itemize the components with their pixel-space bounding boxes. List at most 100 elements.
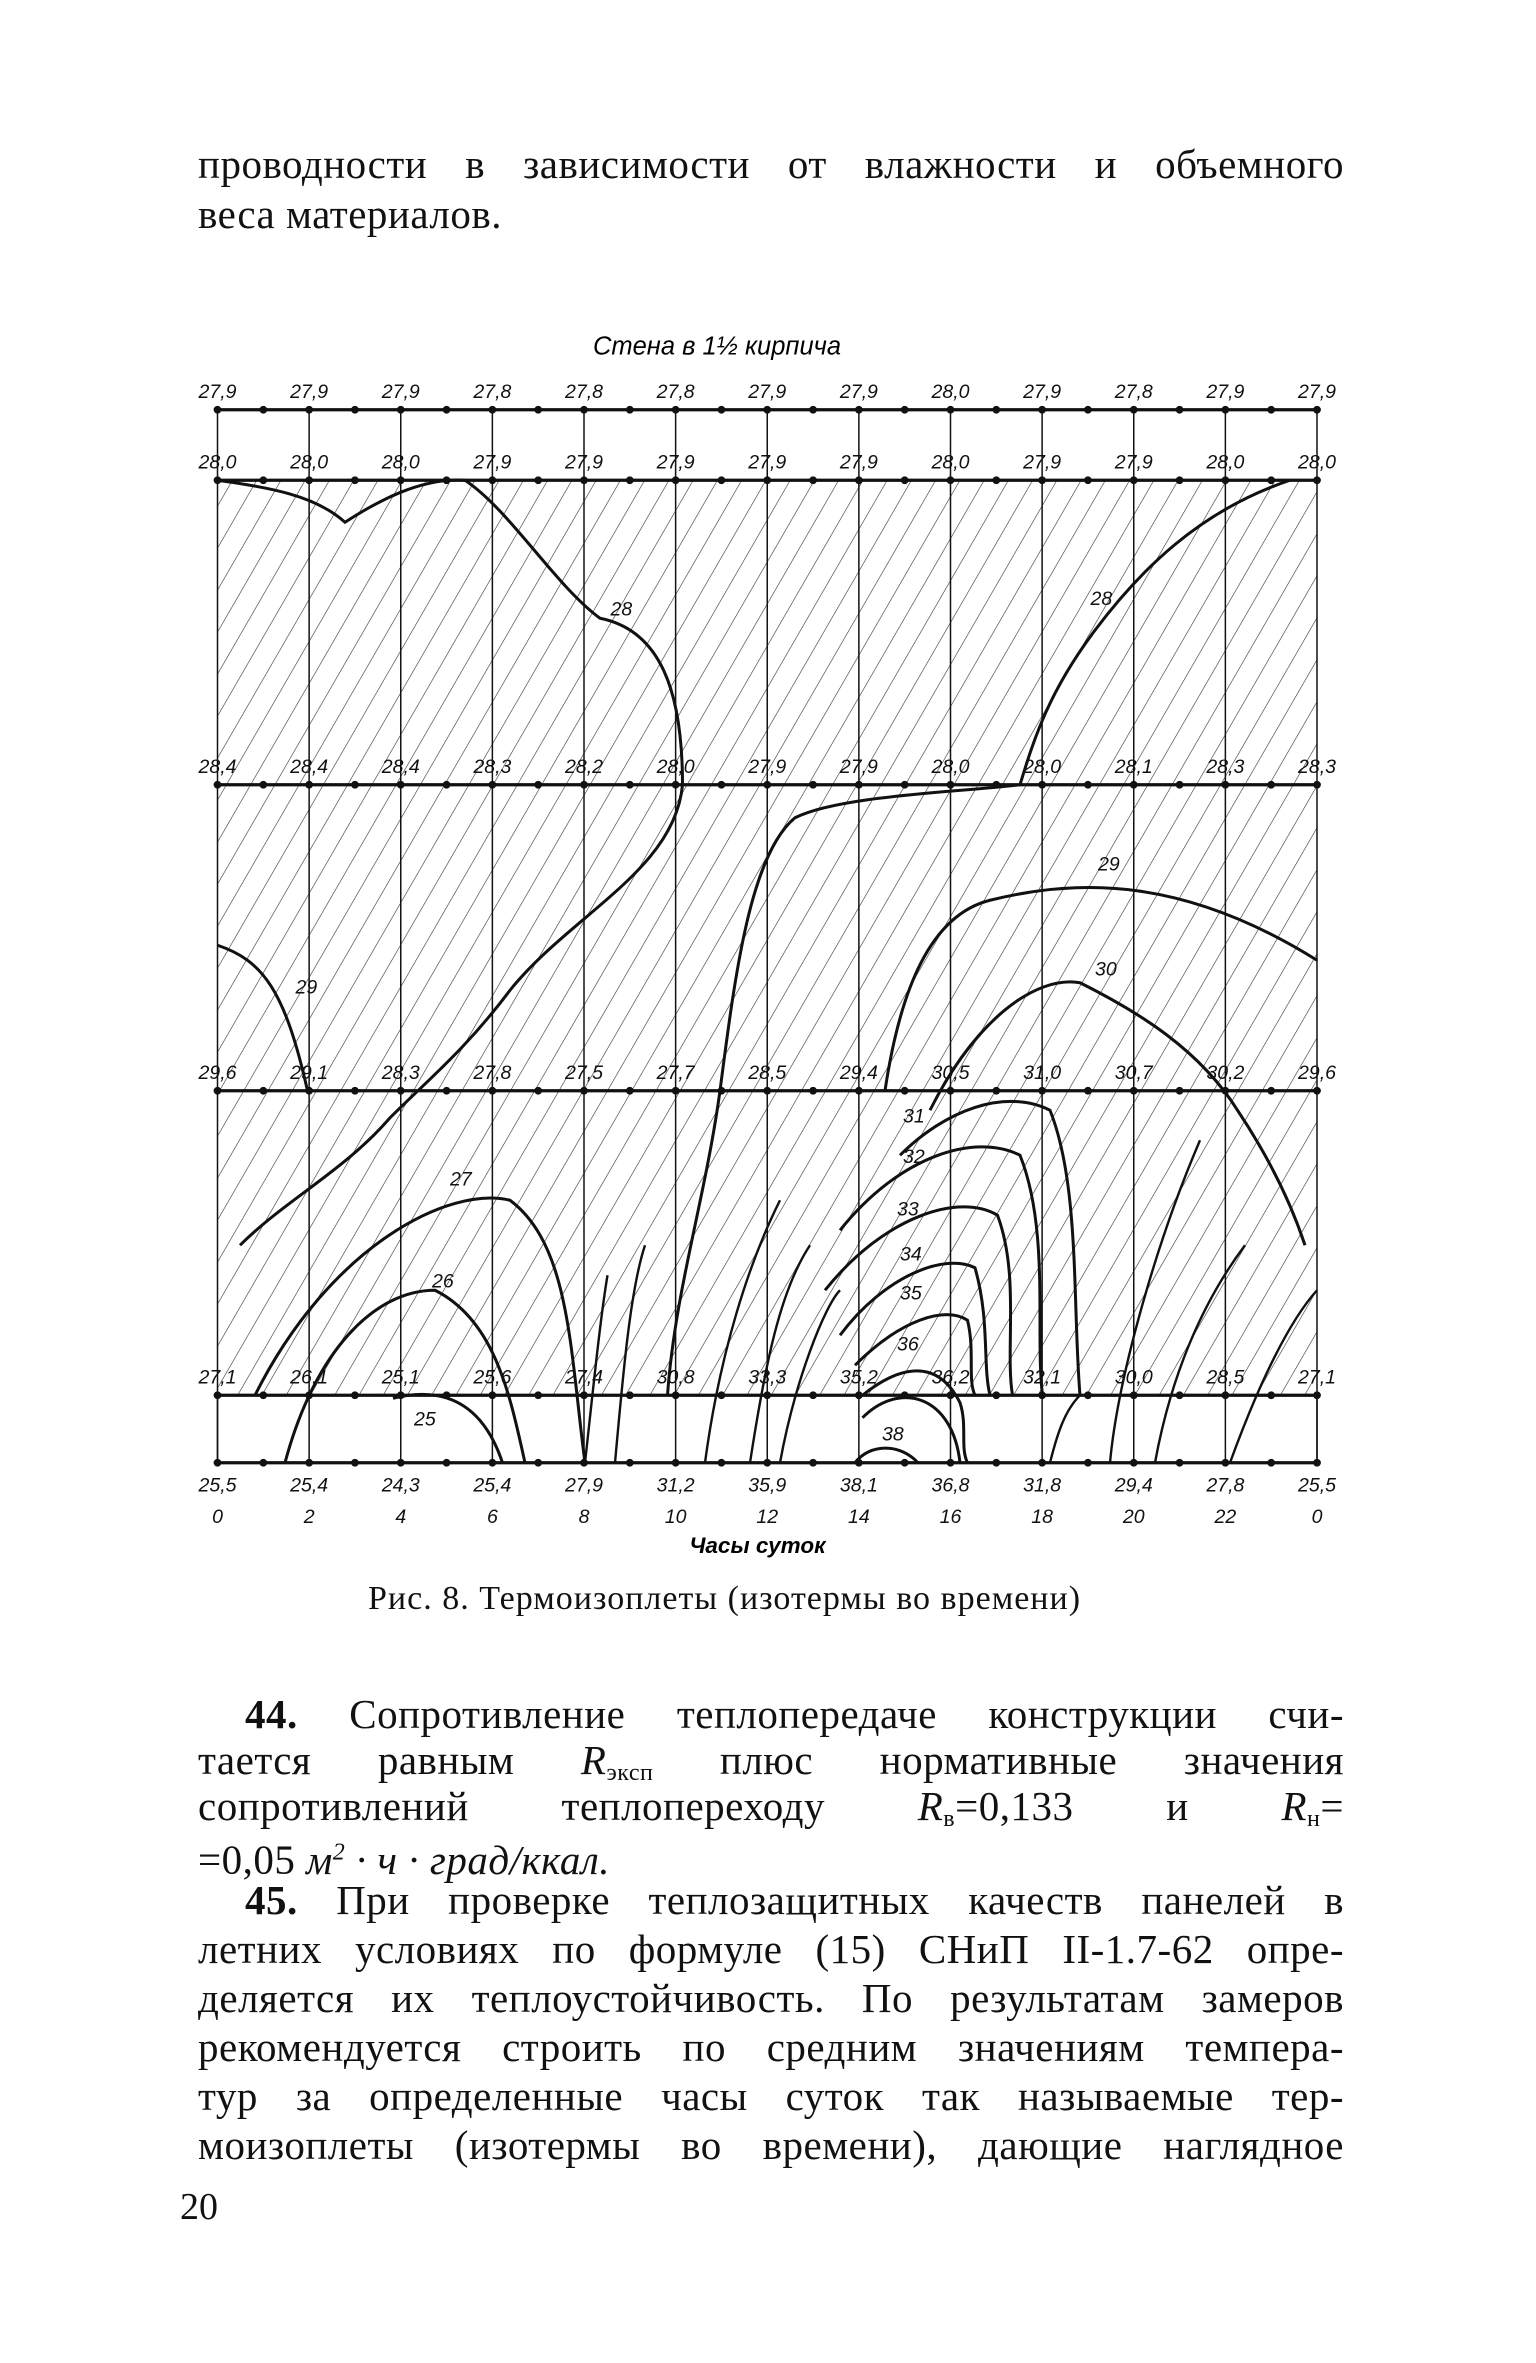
text: =0,133 и (955, 1783, 1189, 1829)
temperature-value: 32,1 (1023, 1366, 1061, 1388)
measurement-point (1038, 476, 1047, 485)
para45-line-6: моизоплеты (изотермы во времени), дающие… (198, 2122, 1344, 2168)
measurement-point (1038, 780, 1047, 789)
para44-line-2: тается равным Rэксп плюс нормативные зна… (198, 1736, 1344, 1797)
temperature-value: 30,0 (1115, 1366, 1153, 1388)
measurement-point (763, 780, 772, 789)
isotherm-label: 25 (413, 1408, 436, 1430)
para44-number: 44. (245, 1691, 298, 1737)
measurement-point (1313, 1086, 1321, 1095)
measurement-point (625, 1391, 634, 1400)
measurement-point (1221, 405, 1230, 414)
measurement-point (351, 780, 359, 789)
temperature-value: 35,9 (748, 1474, 786, 1496)
para44-text: Сопротивление теплопередаче конструкции … (349, 1691, 1345, 1737)
measurement-point (534, 1458, 543, 1467)
measurement-point (1129, 1086, 1138, 1095)
temperature-value: 27,8 (656, 381, 695, 403)
measurement-point (259, 780, 268, 789)
measurement-point (488, 780, 497, 789)
measurement-point (305, 476, 314, 485)
measurement-point (763, 476, 772, 485)
para44-line-3: сопротивлений теплопереходу Rв=0,133 и R… (198, 1782, 1344, 1843)
hour-tick-label: 10 (665, 1506, 687, 1528)
measurement-point (625, 780, 634, 789)
isotherm-label: 27 (449, 1168, 473, 1190)
temperature-value: 27,5 (564, 1062, 603, 1084)
temperature-value: 27,8 (564, 381, 603, 403)
isotherm-label: 33 (897, 1198, 919, 1220)
isotherm-25 (392, 1392, 504, 1464)
isotherm-36 (861, 1369, 969, 1464)
hour-tick-label: 8 (579, 1506, 590, 1528)
measurement-point (213, 405, 222, 414)
isotherm-34 (838, 1261, 992, 1396)
measurement-point (809, 1086, 817, 1095)
isotherm-label: 29 (1097, 853, 1120, 875)
temperature-value: 25,6 (472, 1366, 511, 1388)
isotherm-33 (823, 1205, 1014, 1396)
measurement-point (1175, 780, 1184, 789)
temperature-value: 25,1 (381, 1366, 420, 1388)
temperature-value: 27,9 (1297, 381, 1336, 403)
measurement-point (763, 1086, 772, 1095)
measurement-point (946, 780, 955, 789)
measurement-point (259, 1391, 268, 1400)
measurement-point (534, 1086, 543, 1095)
isotherm-label: 38 (882, 1423, 904, 1445)
measurement-point (1175, 1391, 1184, 1400)
measurement-point (900, 405, 909, 414)
isotherm-label: 29 (295, 976, 318, 998)
para45-number: 45. (245, 1877, 298, 1923)
measurement-point (1267, 405, 1276, 414)
temperature-value: 27,9 (1205, 381, 1244, 403)
measurement-point (213, 1458, 222, 1467)
measurement-point (396, 1086, 405, 1095)
temperature-value: 28,0 (198, 451, 237, 473)
temperature-value: 29,6 (198, 1062, 237, 1084)
measurement-point (1313, 1458, 1321, 1467)
temperature-value: 27,9 (839, 451, 878, 473)
subscript: в (943, 1806, 956, 1832)
temperature-value: 29,6 (1297, 1062, 1336, 1084)
measurement-point (396, 780, 405, 789)
text: м (306, 1836, 333, 1883)
isotherm-29 (217, 886, 1318, 1092)
measurement-point (1038, 1458, 1047, 1467)
measurement-point (1129, 780, 1138, 789)
temperature-value: 28,0 (656, 756, 695, 778)
hour-tick-label: 12 (756, 1506, 778, 1528)
measurement-point (1221, 780, 1230, 789)
measurement-point (671, 405, 680, 414)
isotherm-label: 28 (1090, 588, 1113, 610)
measurement-point (1129, 476, 1138, 485)
hour-tick-label: 18 (1031, 1506, 1053, 1528)
temperature-value: 27,9 (747, 756, 786, 778)
temperature-value: 33,3 (748, 1366, 786, 1388)
isotherm-label: 36 (897, 1333, 919, 1355)
temperature-value: 28,5 (747, 1062, 786, 1084)
para44-line-4: =0,05 м2 · ч · град/ккал. (198, 1828, 1344, 1884)
temperature-value: 29,4 (1114, 1474, 1153, 1496)
temperature-value: 25,4 (472, 1474, 511, 1496)
measurement-point (992, 405, 1001, 414)
temperature-value: 28,0 (931, 451, 970, 473)
measurement-point (213, 1086, 222, 1095)
measurement-point (442, 780, 451, 789)
temperature-value: 30,7 (1115, 1062, 1154, 1084)
measurement-point (1084, 1458, 1092, 1467)
measurement-point (1175, 405, 1184, 414)
text: =0,05 (198, 1836, 296, 1883)
measurement-point (213, 780, 222, 789)
temperature-value: 28,0 (289, 451, 328, 473)
subscript: н (1307, 1806, 1321, 1832)
measurement-point (900, 476, 909, 485)
isotherm-30 (928, 980, 1307, 1246)
isotherm-31 (898, 1099, 1082, 1396)
isotherm-35 (853, 1313, 977, 1396)
measurement-point (534, 476, 543, 485)
measurement-point (717, 405, 726, 414)
temperature-value: 27,9 (1114, 451, 1153, 473)
measurement-point (809, 780, 817, 789)
temperature-value: 27,9 (839, 756, 878, 778)
